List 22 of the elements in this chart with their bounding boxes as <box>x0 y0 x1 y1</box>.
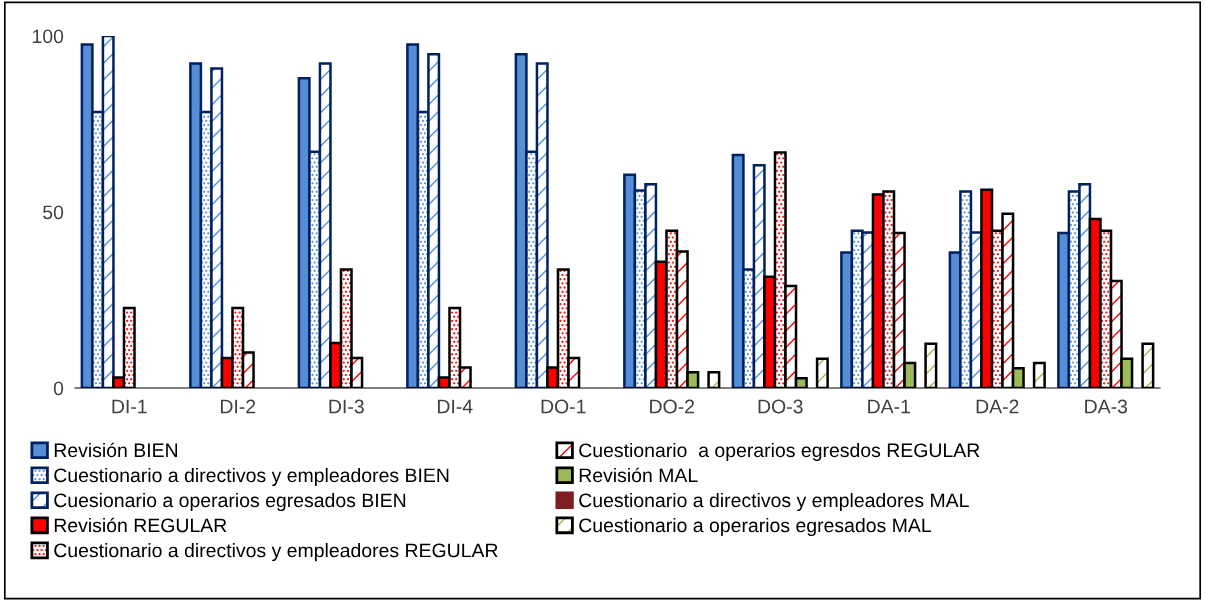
legend-label: Revisión BIEN <box>54 442 178 458</box>
x-tick-label: DI-2 <box>220 399 256 414</box>
legend-label: Cuestionario a directivos y empleadores BIEN <box>54 467 449 487</box>
x-tick-label: DI-3 <box>329 399 364 414</box>
legend-label: Cuestionario a operarios egresdos REGULAR <box>579 442 980 462</box>
legend-label: Cuestionario a directivos y empleadores MAL <box>579 492 969 512</box>
y-tick-label: 50 <box>43 205 64 220</box>
legend-label: Revisión MAL <box>579 467 698 483</box>
x-tick-label: DA-1 <box>868 399 910 414</box>
legend-label: Cuesionario a operarios egresados BIEN <box>54 492 406 512</box>
y-tick-label: 0 <box>53 381 64 396</box>
x-tick-label: DI-4 <box>437 399 473 414</box>
legend-label: Cuestionario a operarios egresados MAL <box>579 517 932 537</box>
legend-label: Cuestionario a directivos y empleadores REGULAR <box>54 543 498 562</box>
y-tick-label: 100 <box>32 29 64 44</box>
x-tick-label: DO-2 <box>650 399 694 414</box>
x-tick-label: DO-1 <box>541 399 586 414</box>
x-tick-label: DA-2 <box>976 399 1019 414</box>
x-tick-label: DI-1 <box>112 399 147 414</box>
x-tick-label: DO-3 <box>758 399 803 414</box>
legend-label: Revisión REGULAR <box>54 517 227 533</box>
x-tick-label: DA-3 <box>1085 399 1128 414</box>
